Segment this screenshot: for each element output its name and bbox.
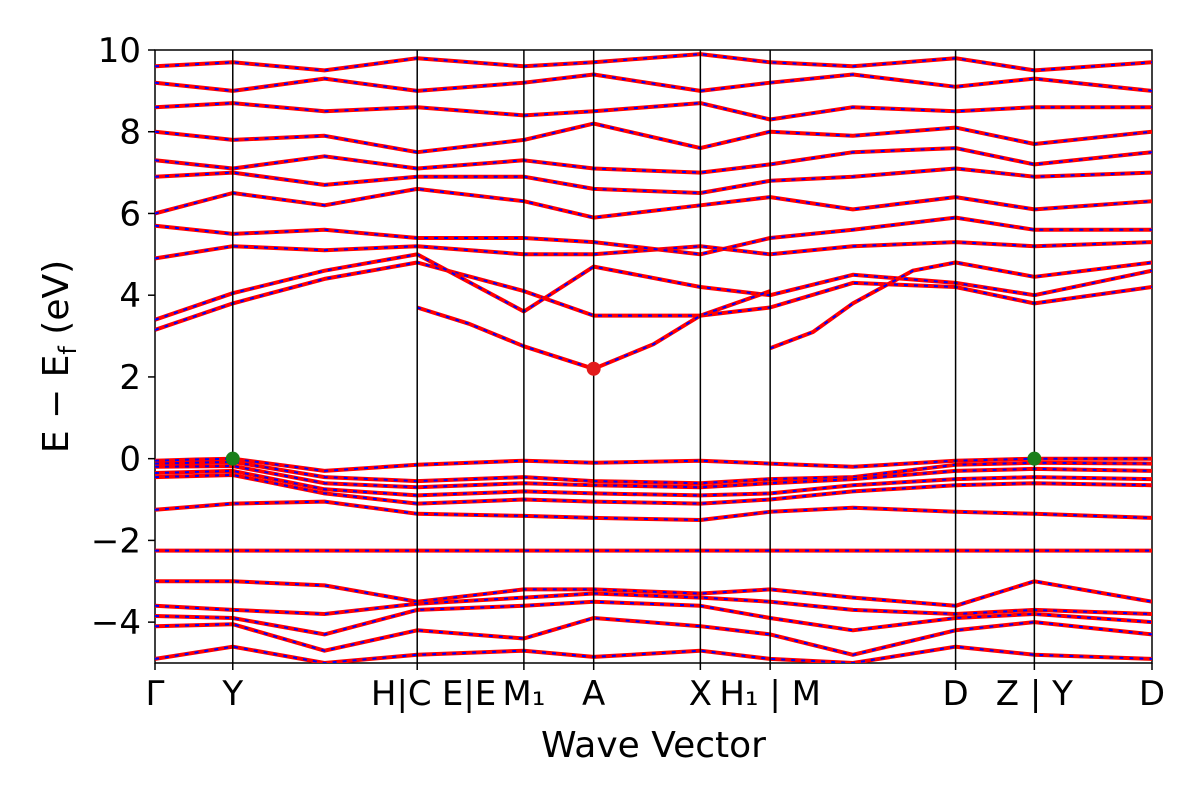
band-line-spin-up (155, 101, 1152, 122)
y-axis-ticks: −4 −2 0 2 4 6 8 10 (91, 31, 155, 643)
x-axis-title: Wave Vector (541, 725, 766, 766)
band-line-spin-down (155, 122, 1152, 154)
band-line-spin-down (155, 460, 1152, 485)
x-tick-label: H|C (371, 674, 432, 714)
x-tick-label: D (1139, 674, 1165, 714)
y-axis-title-main: E − E (36, 355, 77, 454)
band-line-spin-down (155, 616, 1152, 656)
y-tick-label: 6 (119, 194, 141, 234)
band-line-spin-up (155, 599, 1152, 637)
band-line-spin-up (155, 121, 1152, 155)
plot-frame (154, 49, 1153, 664)
x-axis-ticks: Γ Y H|C E|E M₁ A X H₁ | M D Z | Y D (146, 663, 1165, 714)
band-line-spin-up (155, 473, 1152, 506)
y-tick-label: 2 (119, 358, 141, 398)
x-tick-label: D (942, 674, 968, 714)
y-axis-title-subscript: f (54, 346, 82, 355)
band-line-spin-down (155, 253, 1152, 321)
band-line-spin-up (155, 468, 1152, 498)
x-tick-label: M₁ (502, 674, 545, 714)
extremum-point (1027, 451, 1042, 466)
y-tick-label: −4 (91, 603, 141, 643)
band-line-spin-down (155, 592, 1152, 616)
band-line-spin-up (155, 616, 1152, 657)
x-tick-label: Γ (146, 674, 165, 714)
y-axis-title-unit: (eV) (36, 260, 77, 346)
band-line-spin-up (155, 72, 1152, 93)
plot-area (154, 49, 1153, 664)
band-line-spin-up (155, 644, 1152, 663)
band-line-spin-down (155, 600, 1152, 636)
y-tick-label: 8 (119, 113, 141, 153)
x-tick-label: Z | Y (996, 674, 1073, 714)
y-tick-label: 0 (119, 440, 141, 480)
band-line-spin-up (155, 252, 1152, 322)
band-line-spin-up (769, 260, 1152, 351)
extremum-point (586, 361, 601, 376)
extremum-points (225, 361, 1042, 466)
band-line-spin-down (155, 500, 1152, 522)
band-line-spin-up (155, 186, 1152, 220)
x-tick-label: A (582, 674, 605, 714)
y-tick-label: −2 (91, 521, 141, 561)
x-tick-label: X (689, 674, 712, 714)
extremum-point (225, 451, 240, 466)
y-tick-label: 10 (98, 31, 141, 71)
band-line-spin-up (155, 166, 1152, 195)
band-line-spin-down (155, 216, 1152, 256)
band-line-spin-down (155, 241, 1152, 260)
band-line-spin-up (155, 579, 1152, 608)
y-tick-label: 4 (119, 276, 141, 316)
x-tick-label: H₁ | M (719, 674, 821, 714)
x-tick-label: E|E (442, 674, 496, 714)
band-line-spin-down (155, 261, 1152, 331)
band-line-spin-down (155, 102, 1152, 121)
kpoint-lines (232, 50, 1036, 663)
band-line-spin-up (155, 146, 1152, 175)
band-line-spin-down (155, 53, 1152, 72)
y-axis-title: E − Ef (eV) (36, 260, 82, 453)
band-line-spin-down (769, 261, 1152, 350)
band-line-spin-up (155, 52, 1152, 73)
x-tick-label: Y (221, 674, 243, 714)
band-layer (155, 52, 1152, 663)
band-line-spin-down (155, 464, 1152, 489)
